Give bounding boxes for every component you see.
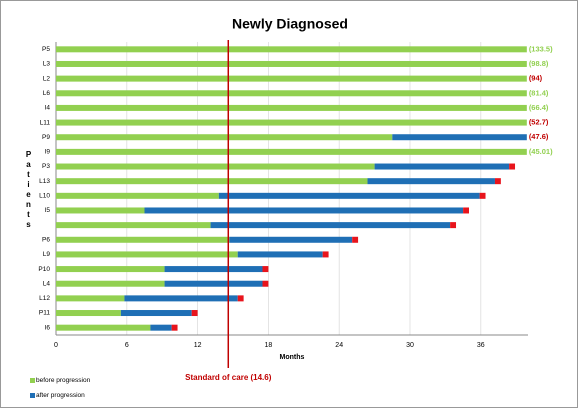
y-tick-label: L13 xyxy=(39,178,50,185)
y-tick-label: P10 xyxy=(38,266,50,273)
y-tick-label: I6 xyxy=(45,324,51,331)
x-tick-label: 6 xyxy=(125,342,129,349)
bar-segment xyxy=(56,236,230,243)
y-tick-label: P11 xyxy=(39,310,50,317)
bar-segment xyxy=(56,266,165,273)
bar-segment xyxy=(56,192,219,199)
bar-segment xyxy=(450,222,457,229)
bar-segment xyxy=(144,207,464,214)
bar-segment xyxy=(237,295,244,302)
y-tick-label: L10 xyxy=(39,193,50,200)
bar-segment xyxy=(191,310,198,317)
chart-title: Newly Diagnosed xyxy=(232,16,348,32)
bar-segment xyxy=(374,163,510,170)
bar-segment xyxy=(509,163,516,170)
bar-label: (133.5) xyxy=(529,44,553,53)
bar-label: (81.4) xyxy=(529,88,549,97)
bar-label: (98.8) xyxy=(529,59,549,68)
x-tick-label: 24 xyxy=(335,342,343,349)
y-tick-label: P6 xyxy=(42,236,50,243)
bar-segment xyxy=(262,280,269,287)
y-axis-label: Patients xyxy=(24,150,33,230)
bar-segment xyxy=(164,266,263,273)
bar-segment xyxy=(150,324,172,331)
y-tick-label: L6 xyxy=(43,90,51,97)
bar-segment xyxy=(164,280,263,287)
bar-segment xyxy=(56,324,151,331)
bar-segment xyxy=(352,236,359,243)
x-axis-label: Months xyxy=(280,354,305,361)
bar-segment xyxy=(56,119,527,126)
bar-segment xyxy=(56,251,238,258)
bar-segment xyxy=(262,266,269,273)
bar-segment xyxy=(56,178,368,185)
x-tick-label: 36 xyxy=(477,342,485,349)
bar-segment xyxy=(56,134,393,141)
bar-segment xyxy=(124,295,238,302)
legend-label: before progression xyxy=(36,377,91,384)
legend-label: after progression xyxy=(36,392,85,399)
bar-label: (47.6) xyxy=(529,132,549,141)
y-tick-label: I4 xyxy=(45,105,51,112)
bar-segment xyxy=(218,192,480,199)
bar-segment xyxy=(56,295,125,302)
x-tick-label: 30 xyxy=(406,342,414,349)
bar-segment xyxy=(56,90,527,97)
bar-segment xyxy=(237,251,323,258)
bar-segment xyxy=(56,222,211,229)
bar-segment xyxy=(56,280,165,287)
bar-label: (45.01) xyxy=(529,147,553,156)
bar-segment xyxy=(56,310,121,317)
bar-segment xyxy=(229,236,353,243)
y-tick-label: I9 xyxy=(45,149,51,156)
y-tick-label: L12 xyxy=(39,295,50,302)
bar-segment xyxy=(367,178,495,185)
bar-segment xyxy=(479,192,486,199)
bar-label: (66.4) xyxy=(529,103,549,112)
x-tick-label: 0 xyxy=(54,342,58,349)
y-tick-label: I5 xyxy=(45,207,51,214)
bar-segment xyxy=(56,163,375,170)
bar-segment xyxy=(322,251,329,258)
y-tick-label: L9 xyxy=(43,251,51,258)
legend-swatch xyxy=(30,393,35,398)
bar-segment xyxy=(120,310,192,317)
y-tick-label: L4 xyxy=(43,280,51,287)
y-tick-label: P5 xyxy=(42,46,50,53)
bar-label: (94) xyxy=(529,74,543,83)
x-tick-label: 18 xyxy=(265,342,273,349)
bar-segment xyxy=(56,104,527,111)
bar-segment xyxy=(56,60,527,67)
y-tick-label: L2 xyxy=(43,75,51,82)
legend-swatch xyxy=(30,378,35,383)
bar-segment xyxy=(494,178,501,185)
bar-segment xyxy=(56,75,527,82)
reference-label: Standard of care (14.6) xyxy=(185,373,272,382)
bar-segment xyxy=(56,207,145,214)
y-tick-label: L11 xyxy=(40,119,51,126)
bar-segment xyxy=(210,222,451,229)
x-tick-label: 12 xyxy=(194,342,202,349)
bar-segment xyxy=(56,46,527,53)
bar-label: (52.7) xyxy=(529,118,549,127)
y-tick-label: P9 xyxy=(42,134,50,141)
y-tick-label: L3 xyxy=(43,61,51,68)
y-tick-label: P3 xyxy=(42,163,50,170)
bar-segment xyxy=(463,207,469,214)
bar-segment xyxy=(392,134,527,141)
bar-segment xyxy=(56,148,527,155)
bar-segment xyxy=(171,324,178,331)
